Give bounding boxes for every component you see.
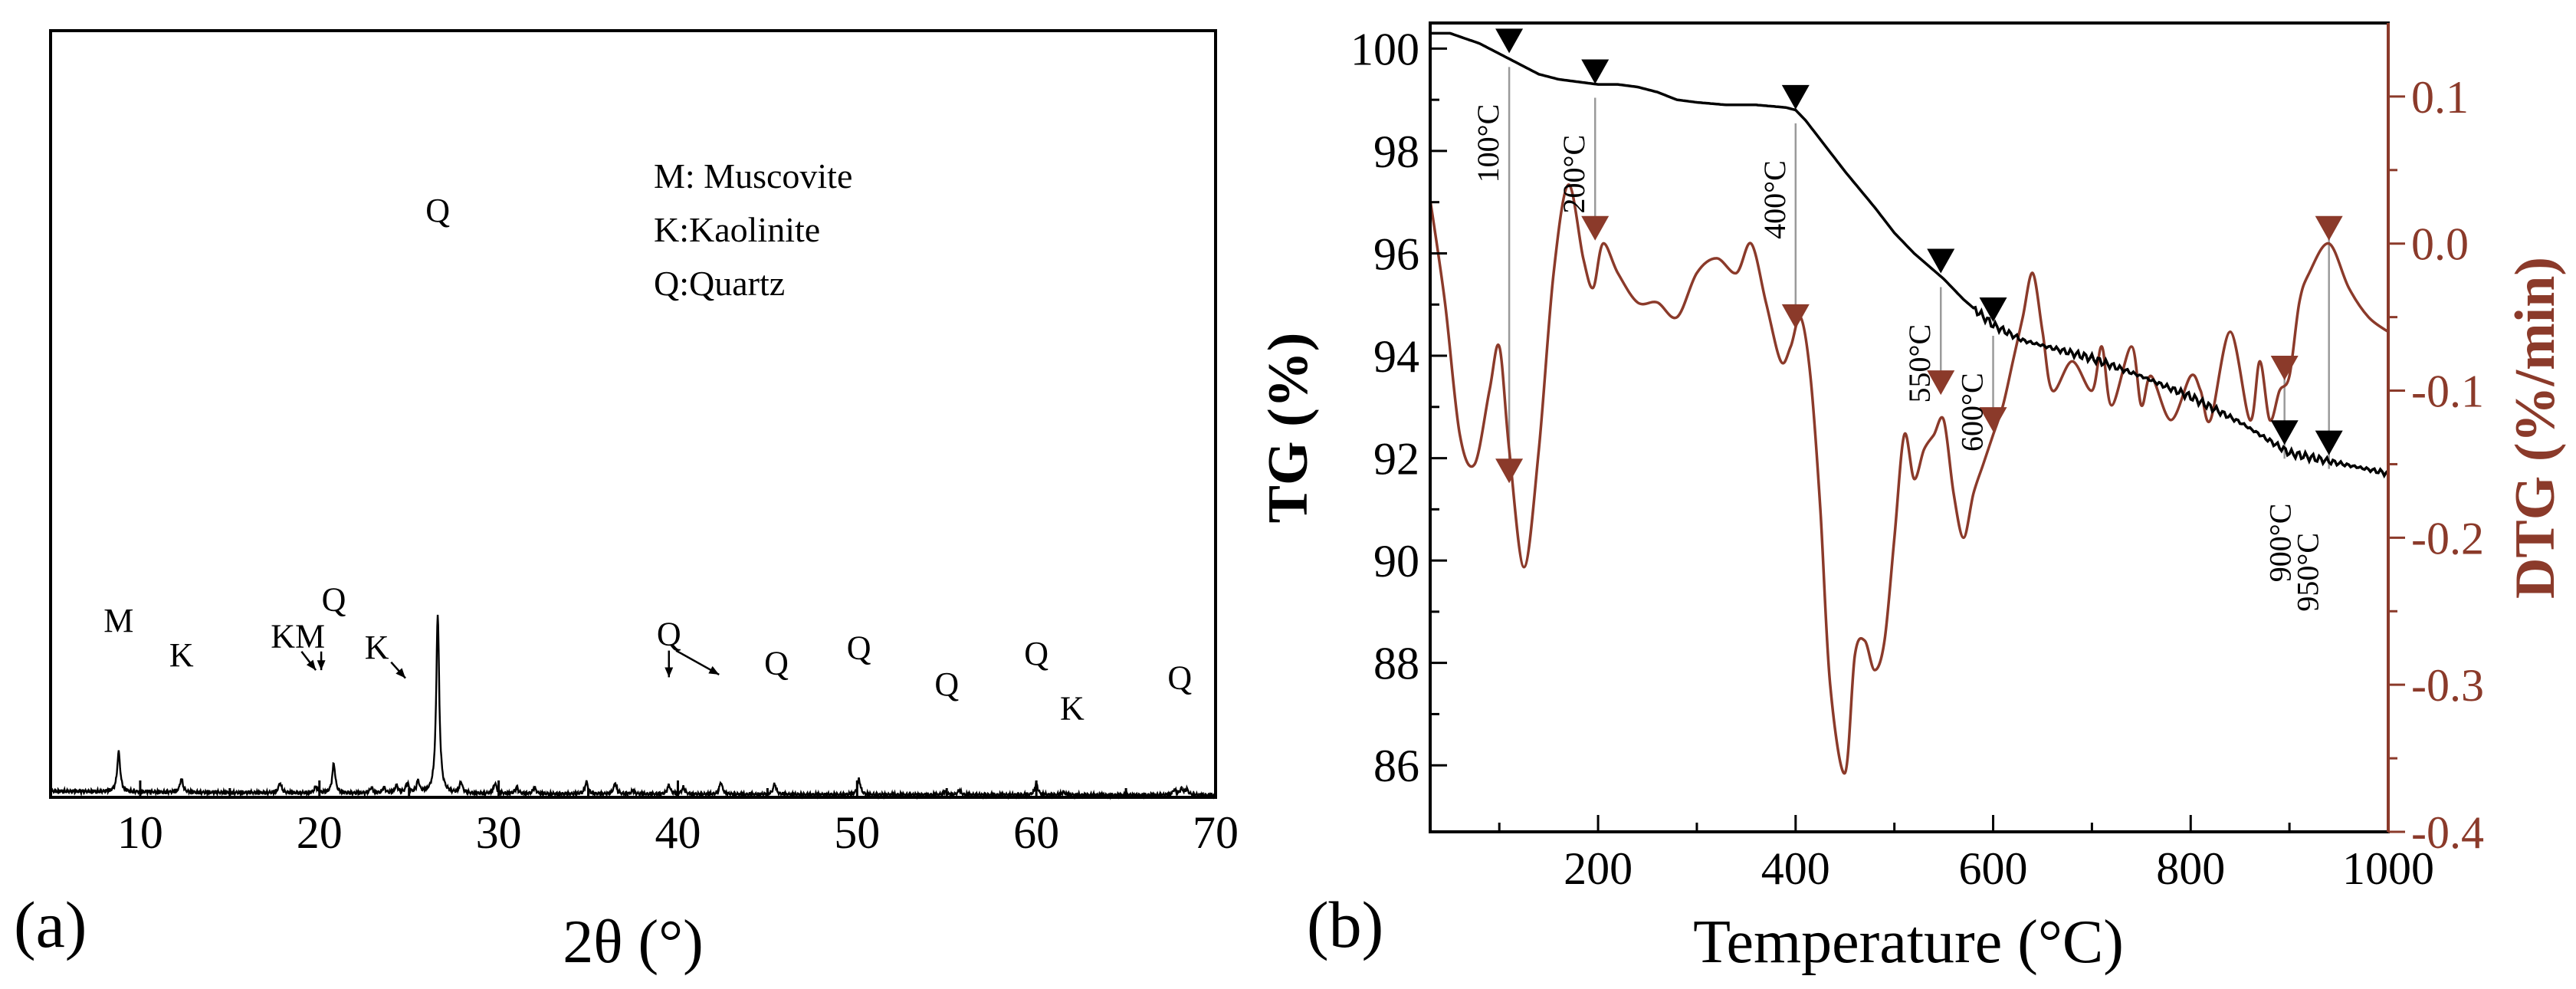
dtg-y-tick-label: -0.3 bbox=[2411, 660, 2484, 711]
tg-marker-triangle bbox=[2270, 420, 2299, 445]
xrd-x-tick-label: 20 bbox=[297, 807, 343, 858]
tg-curve bbox=[1430, 31, 2390, 479]
xrd-x-ticks: 10 20 30 40 50 60 70 bbox=[49, 780, 1239, 858]
dtg-y-tick-label: 0.1 bbox=[2411, 72, 2469, 123]
temperature-marker-label: 100°C bbox=[1471, 104, 1505, 183]
xrd-peak-label: Q bbox=[1167, 659, 1192, 696]
tg-y-tick-label: 100 bbox=[1350, 24, 1419, 74]
xrd-plot-frame bbox=[49, 29, 1217, 799]
xrd-peak-label: Q bbox=[425, 192, 450, 229]
xrd-peak-label: Q bbox=[764, 644, 789, 682]
tga-plot-area bbox=[1429, 31, 2390, 775]
tg-y-tick-label: 98 bbox=[1373, 127, 1419, 177]
tg-y-tick-label: 86 bbox=[1373, 741, 1419, 791]
tg-y-tick-label: 88 bbox=[1373, 639, 1419, 689]
panel-b-label: (b) bbox=[1307, 888, 1383, 961]
tga-x-tick-label: 800 bbox=[2156, 843, 2225, 894]
temperature-marker-label: 900°C bbox=[2263, 504, 2298, 583]
xrd-arrowhead bbox=[395, 668, 406, 678]
tga-ticks: 200 400 600 800 1000 86 88 90 92 94 96 98 100 -0.4 -0.… bbox=[1350, 23, 2484, 894]
tg-y-axis-label: TG (%) bbox=[1257, 333, 1320, 524]
xrd-x-tick-label: 50 bbox=[834, 807, 880, 858]
temperature-marker-label: 600°C bbox=[1955, 373, 1990, 452]
xrd-legend: M: Muscovite K:Kaolinite Q:Quartz bbox=[654, 156, 852, 303]
dtg-y-tick-label: -0.4 bbox=[2411, 807, 2484, 858]
tg-marker-triangle bbox=[1495, 28, 1524, 54]
xrd-plot-area bbox=[49, 614, 1217, 800]
xrd-peak-label: Q bbox=[322, 580, 346, 618]
dtg-marker-triangle bbox=[1495, 458, 1524, 484]
xrd-peak-label: Q bbox=[847, 629, 871, 667]
temperature-marker-label: 950°C bbox=[2291, 533, 2325, 612]
tg-marker-triangle bbox=[2315, 430, 2343, 455]
xrd-x-tick-label: 60 bbox=[1013, 807, 1059, 858]
tg-y-tick-label: 94 bbox=[1373, 331, 1419, 382]
xrd-peak-label: Q bbox=[934, 665, 959, 703]
xrd-peak-label: Q bbox=[1024, 635, 1048, 672]
xrd-arrowhead bbox=[665, 667, 674, 678]
xrd-peak-label: K bbox=[169, 636, 194, 674]
dtg-marker-triangle bbox=[1979, 407, 2007, 432]
xrd-pattern-line bbox=[49, 614, 1217, 800]
dtg-marker-triangle bbox=[1581, 215, 1610, 241]
xrd-arrowhead bbox=[708, 665, 720, 675]
xrd-arrowhead bbox=[317, 660, 326, 671]
dtg-curve bbox=[1429, 183, 2390, 775]
dtg-y-tick-label: 0.0 bbox=[2411, 219, 2469, 270]
dtg-y-tick-label: -0.1 bbox=[2411, 366, 2484, 417]
tg-marker-triangle bbox=[1781, 84, 1810, 110]
dtg-y-axis-label: DTG (%/min) bbox=[2504, 257, 2567, 599]
xrd-peak-label: K bbox=[1060, 690, 1085, 728]
xrd-x-tick-label: 40 bbox=[655, 807, 701, 858]
xrd-peak-label: KM bbox=[271, 618, 325, 656]
panel-a-label: (a) bbox=[14, 888, 87, 961]
tga-x-tick-label: 1000 bbox=[2342, 843, 2434, 894]
xrd-legend-entry: Q:Quartz bbox=[654, 264, 785, 303]
dtg-marker-triangle bbox=[1927, 370, 1955, 396]
dtg-marker-triangle bbox=[1781, 304, 1810, 329]
xrd-peak-label: Q bbox=[657, 616, 681, 653]
xrd-x-tick-label: 10 bbox=[117, 807, 163, 858]
xrd-x-tick-label: 70 bbox=[1193, 807, 1239, 858]
tg-y-tick-label: 96 bbox=[1373, 228, 1419, 279]
xrd-arrowhead bbox=[306, 659, 317, 671]
dtg-marker-triangle bbox=[2315, 215, 2343, 241]
tg-marker-triangle bbox=[1979, 297, 2007, 322]
xrd-x-axis-label: 2θ (°) bbox=[563, 909, 704, 976]
tg-marker-triangle bbox=[1581, 59, 1610, 84]
tg-y-tick-label: 92 bbox=[1373, 434, 1419, 485]
tga-x-tick-label: 600 bbox=[1959, 843, 2028, 894]
tga-x-tick-label: 400 bbox=[1761, 843, 1830, 894]
xrd-peak-label: M bbox=[103, 602, 133, 639]
tg-y-tick-label: 90 bbox=[1373, 536, 1419, 586]
tga-x-axis-label: Temperature (°C) bbox=[1693, 909, 2124, 976]
tga-panel: 200 400 600 800 1000 86 88 90 92 94 96 98 100 -0.4 -0.… bbox=[1257, 21, 2567, 976]
temperature-marker-label: 200°C bbox=[1557, 135, 1591, 214]
dtg-marker-triangle bbox=[2270, 355, 2299, 380]
tg-marker-triangle bbox=[1927, 248, 1955, 274]
xrd-legend-entry: M: Muscovite bbox=[654, 156, 852, 196]
temperature-marker-label: 400°C bbox=[1757, 160, 1792, 239]
temperature-marker-label: 550°C bbox=[1902, 324, 1937, 403]
dtg-y-tick-label: -0.2 bbox=[2411, 513, 2484, 564]
xrd-legend-entry: K:Kaolinite bbox=[654, 210, 820, 249]
tga-x-tick-label: 200 bbox=[1564, 843, 1633, 894]
xrd-x-tick-label: 30 bbox=[476, 807, 522, 858]
xrd-peak-label: K bbox=[365, 629, 389, 666]
